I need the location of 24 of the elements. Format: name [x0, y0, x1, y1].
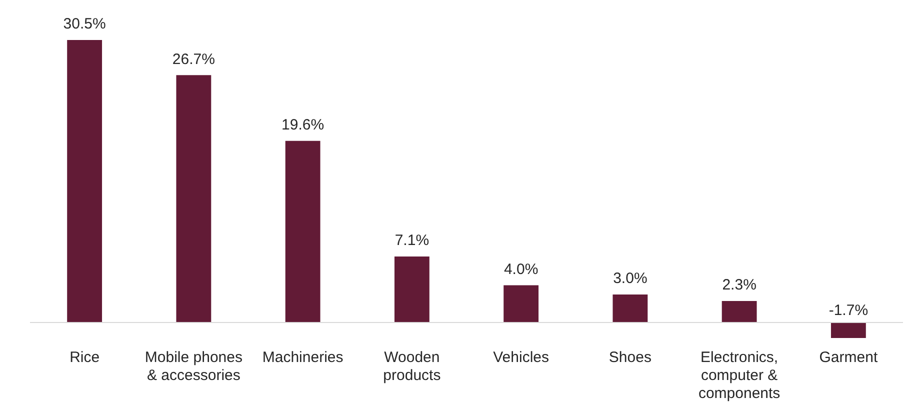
data-label: 3.0%	[613, 270, 648, 288]
data-label: 4.0%	[504, 260, 538, 278]
x-tick-label: Rice	[70, 349, 100, 366]
data-label: -1.7%	[828, 302, 868, 320]
data-label: 7.1%	[394, 232, 430, 250]
bar	[176, 75, 212, 322]
bar	[504, 285, 539, 322]
x-tick-label: Wooden products	[383, 349, 441, 384]
bar	[67, 40, 102, 322]
x-tick-label: Shoes	[608, 349, 652, 366]
bar	[830, 322, 866, 338]
data-label: 30.5%	[63, 16, 106, 33]
data-label: 2.3%	[722, 276, 756, 294]
bar	[722, 300, 757, 322]
data-label: 26.7%	[172, 50, 215, 68]
x-tick-label: Electronics, computer & components	[698, 349, 780, 402]
x-tick-label: Garment	[819, 349, 878, 366]
x-tick-label: Mobile phones & accessories	[144, 349, 242, 384]
x-tick-label: Machineries	[262, 349, 344, 366]
data-label: 19.6%	[282, 116, 324, 134]
bar	[394, 256, 430, 322]
bar	[285, 140, 320, 322]
bar	[612, 294, 648, 322]
x-tick-label: Vehicles	[493, 349, 549, 366]
